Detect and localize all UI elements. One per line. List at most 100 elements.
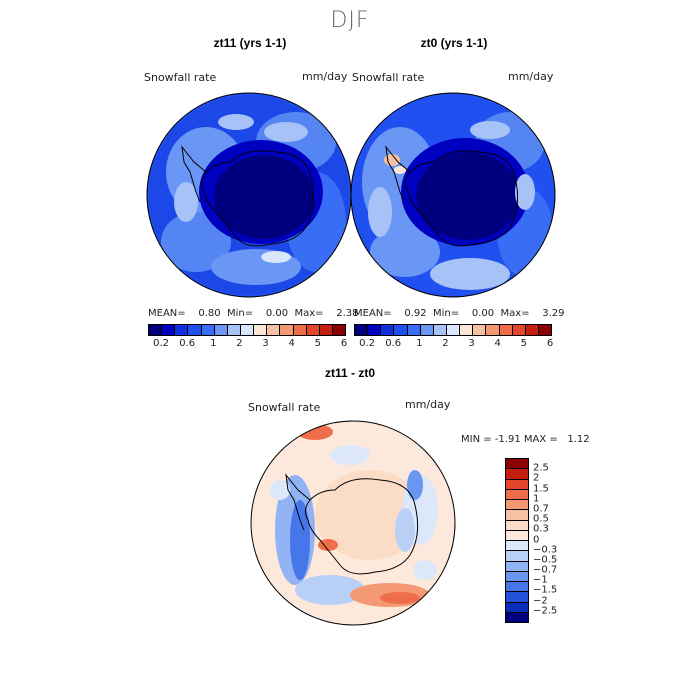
colorbar-tick-label: 6	[340, 338, 348, 349]
diff-title: zt11 - zt0	[324, 366, 375, 380]
colorbar-swatch	[332, 325, 346, 335]
panel-1-stats: MEAN= 0.80 Min= 0.00 Max= 2.38	[148, 308, 359, 319]
colorbar-swatch	[538, 325, 552, 335]
colorbar-tick-label: 3	[262, 338, 269, 349]
colorbar-tick-label: 0.3	[533, 523, 549, 535]
colorbar-tick-label: 2.5	[533, 462, 549, 474]
colorbar-swatch	[506, 530, 528, 541]
panel-2-stats: MEAN= 0.92 Min= 0.00 Max= 3.29	[354, 308, 565, 319]
diff-colorbar	[505, 458, 529, 623]
colorbar-swatch	[506, 602, 528, 613]
diff-min-label: MIN =	[461, 434, 492, 445]
panel-2-units: mm/day	[508, 70, 554, 83]
colorbar-swatch	[394, 325, 408, 335]
colorbar-tick-label: 5	[520, 338, 528, 349]
colorbar-tick-label: 4	[494, 338, 501, 349]
colorbar-swatch	[506, 479, 528, 490]
panel-2-colorbar	[354, 324, 552, 336]
diff-min-value: -1.91	[494, 434, 521, 445]
colorbar-swatch	[267, 325, 281, 335]
colorbar-tick-label: 5	[314, 338, 322, 349]
colorbar-tick-label: 3	[468, 338, 475, 349]
colorbar-tick-label: −2.5	[533, 605, 558, 617]
panel-2-mean-label: MEAN=	[354, 308, 392, 319]
colorbar-swatch	[420, 325, 434, 335]
colorbar-tick-label: 6	[546, 338, 554, 349]
colorbar-tick-label: 2	[236, 338, 243, 349]
panel-1-max-value: 2.38	[336, 308, 359, 319]
panel-2-polar-map	[350, 92, 556, 298]
panel-2-min-value: 0.00	[471, 308, 495, 319]
colorbar-tick-label: 1	[210, 338, 217, 349]
panel-2-max-label: Max=	[500, 308, 530, 319]
colorbar-tick-label: −1.5	[533, 584, 558, 596]
colorbar-tick-label: −0.5	[533, 554, 558, 566]
panel-2-max-value: 3.29	[542, 308, 565, 319]
colorbar-swatch	[355, 325, 369, 335]
panel-1-mean-label: MEAN=	[148, 308, 186, 319]
colorbar-tick-label: 2	[442, 338, 449, 349]
colorbar-swatch	[446, 325, 461, 335]
colorbar-swatch	[512, 325, 526, 335]
panel-1-colorbar-ticks: 0.2 0.6 1 2 3 4 5 6	[148, 338, 348, 352]
colorbar-swatch	[149, 325, 163, 335]
panel-2-mean-value: 0.92	[404, 308, 427, 319]
colorbar-tick-label: 2	[533, 472, 540, 484]
colorbar-swatch	[214, 325, 228, 335]
diff-max-label: MAX =	[523, 434, 558, 445]
colorbar-swatch	[506, 469, 528, 480]
colorbar-swatch	[506, 489, 528, 500]
colorbar-tick-label: 0.5	[533, 513, 549, 525]
colorbar-tick-label: 0.2	[153, 338, 170, 349]
colorbar-swatch	[506, 551, 528, 562]
colorbar-swatch	[506, 592, 528, 603]
diff-max-value: 1.12	[567, 434, 590, 445]
diff-min-max: MIN = -1.91 MAX = 1.12	[461, 434, 590, 445]
panel-1-units: mm/day	[302, 70, 348, 83]
colorbar-tick-label: 1.5	[533, 483, 549, 495]
panel-1-variable-label: Snowfall rate	[144, 71, 217, 84]
colorbar-swatch	[506, 571, 528, 582]
colorbar-tick-label: 0.7	[533, 503, 549, 515]
colorbar-swatch	[201, 325, 215, 335]
colorbar-swatch	[486, 325, 500, 335]
panel-1-title: zt11 (yrs 1-1)	[213, 36, 287, 50]
colorbar-tick-label: −0.3	[533, 544, 558, 556]
diff-polar-map	[250, 420, 456, 626]
colorbar-swatch	[319, 325, 333, 335]
colorbar-tick-label: 4	[288, 338, 295, 349]
panel-2-colorbar-ticks: 0.2 0.6 1 2 3 4 5 6	[354, 338, 554, 352]
colorbar-swatch	[175, 325, 189, 335]
colorbar-tick-label: −0.7	[533, 564, 558, 576]
colorbar-swatch	[525, 325, 539, 335]
colorbar-swatch	[162, 325, 176, 335]
colorbar-swatch	[506, 541, 528, 552]
diff-variable-label: Snowfall rate	[248, 401, 321, 414]
colorbar-swatch	[381, 325, 395, 335]
colorbar-swatch	[460, 325, 474, 335]
colorbar-tick-label: 0.2	[359, 338, 376, 349]
colorbar-swatch	[254, 325, 268, 335]
colorbar-swatch	[280, 325, 294, 335]
panel-1-min-label: Min=	[227, 308, 254, 319]
colorbar-tick-label: 0.6	[179, 338, 196, 349]
colorbar-swatch	[433, 325, 447, 335]
colorbar-swatch	[506, 561, 528, 572]
colorbar-tick-label: −1	[533, 574, 548, 586]
season-title: DJF	[330, 8, 370, 33]
panel-1-polar-map	[146, 92, 352, 298]
panel-1-min-value: 0.00	[265, 308, 289, 319]
colorbar-swatch	[293, 325, 307, 335]
diff-units: mm/day	[405, 398, 451, 411]
diff-colorbar-ticks: 2.5 2 1.5 1 0.7 0.5 0.3 0 −0.3 −0.5 −0.7 −1 −1.5 −2 −2…	[533, 458, 573, 621]
colorbar-swatch	[506, 510, 528, 521]
panel-2-title: zt0 (yrs 1-1)	[420, 36, 488, 50]
colorbar-swatch	[506, 500, 528, 511]
colorbar-swatch	[506, 459, 528, 470]
colorbar-swatch	[240, 325, 255, 335]
colorbar-tick-label: 1	[416, 338, 423, 349]
colorbar-tick-label: 1	[533, 493, 540, 505]
colorbar-swatch	[499, 325, 513, 335]
colorbar-swatch	[227, 325, 241, 335]
colorbar-swatch	[506, 520, 528, 531]
